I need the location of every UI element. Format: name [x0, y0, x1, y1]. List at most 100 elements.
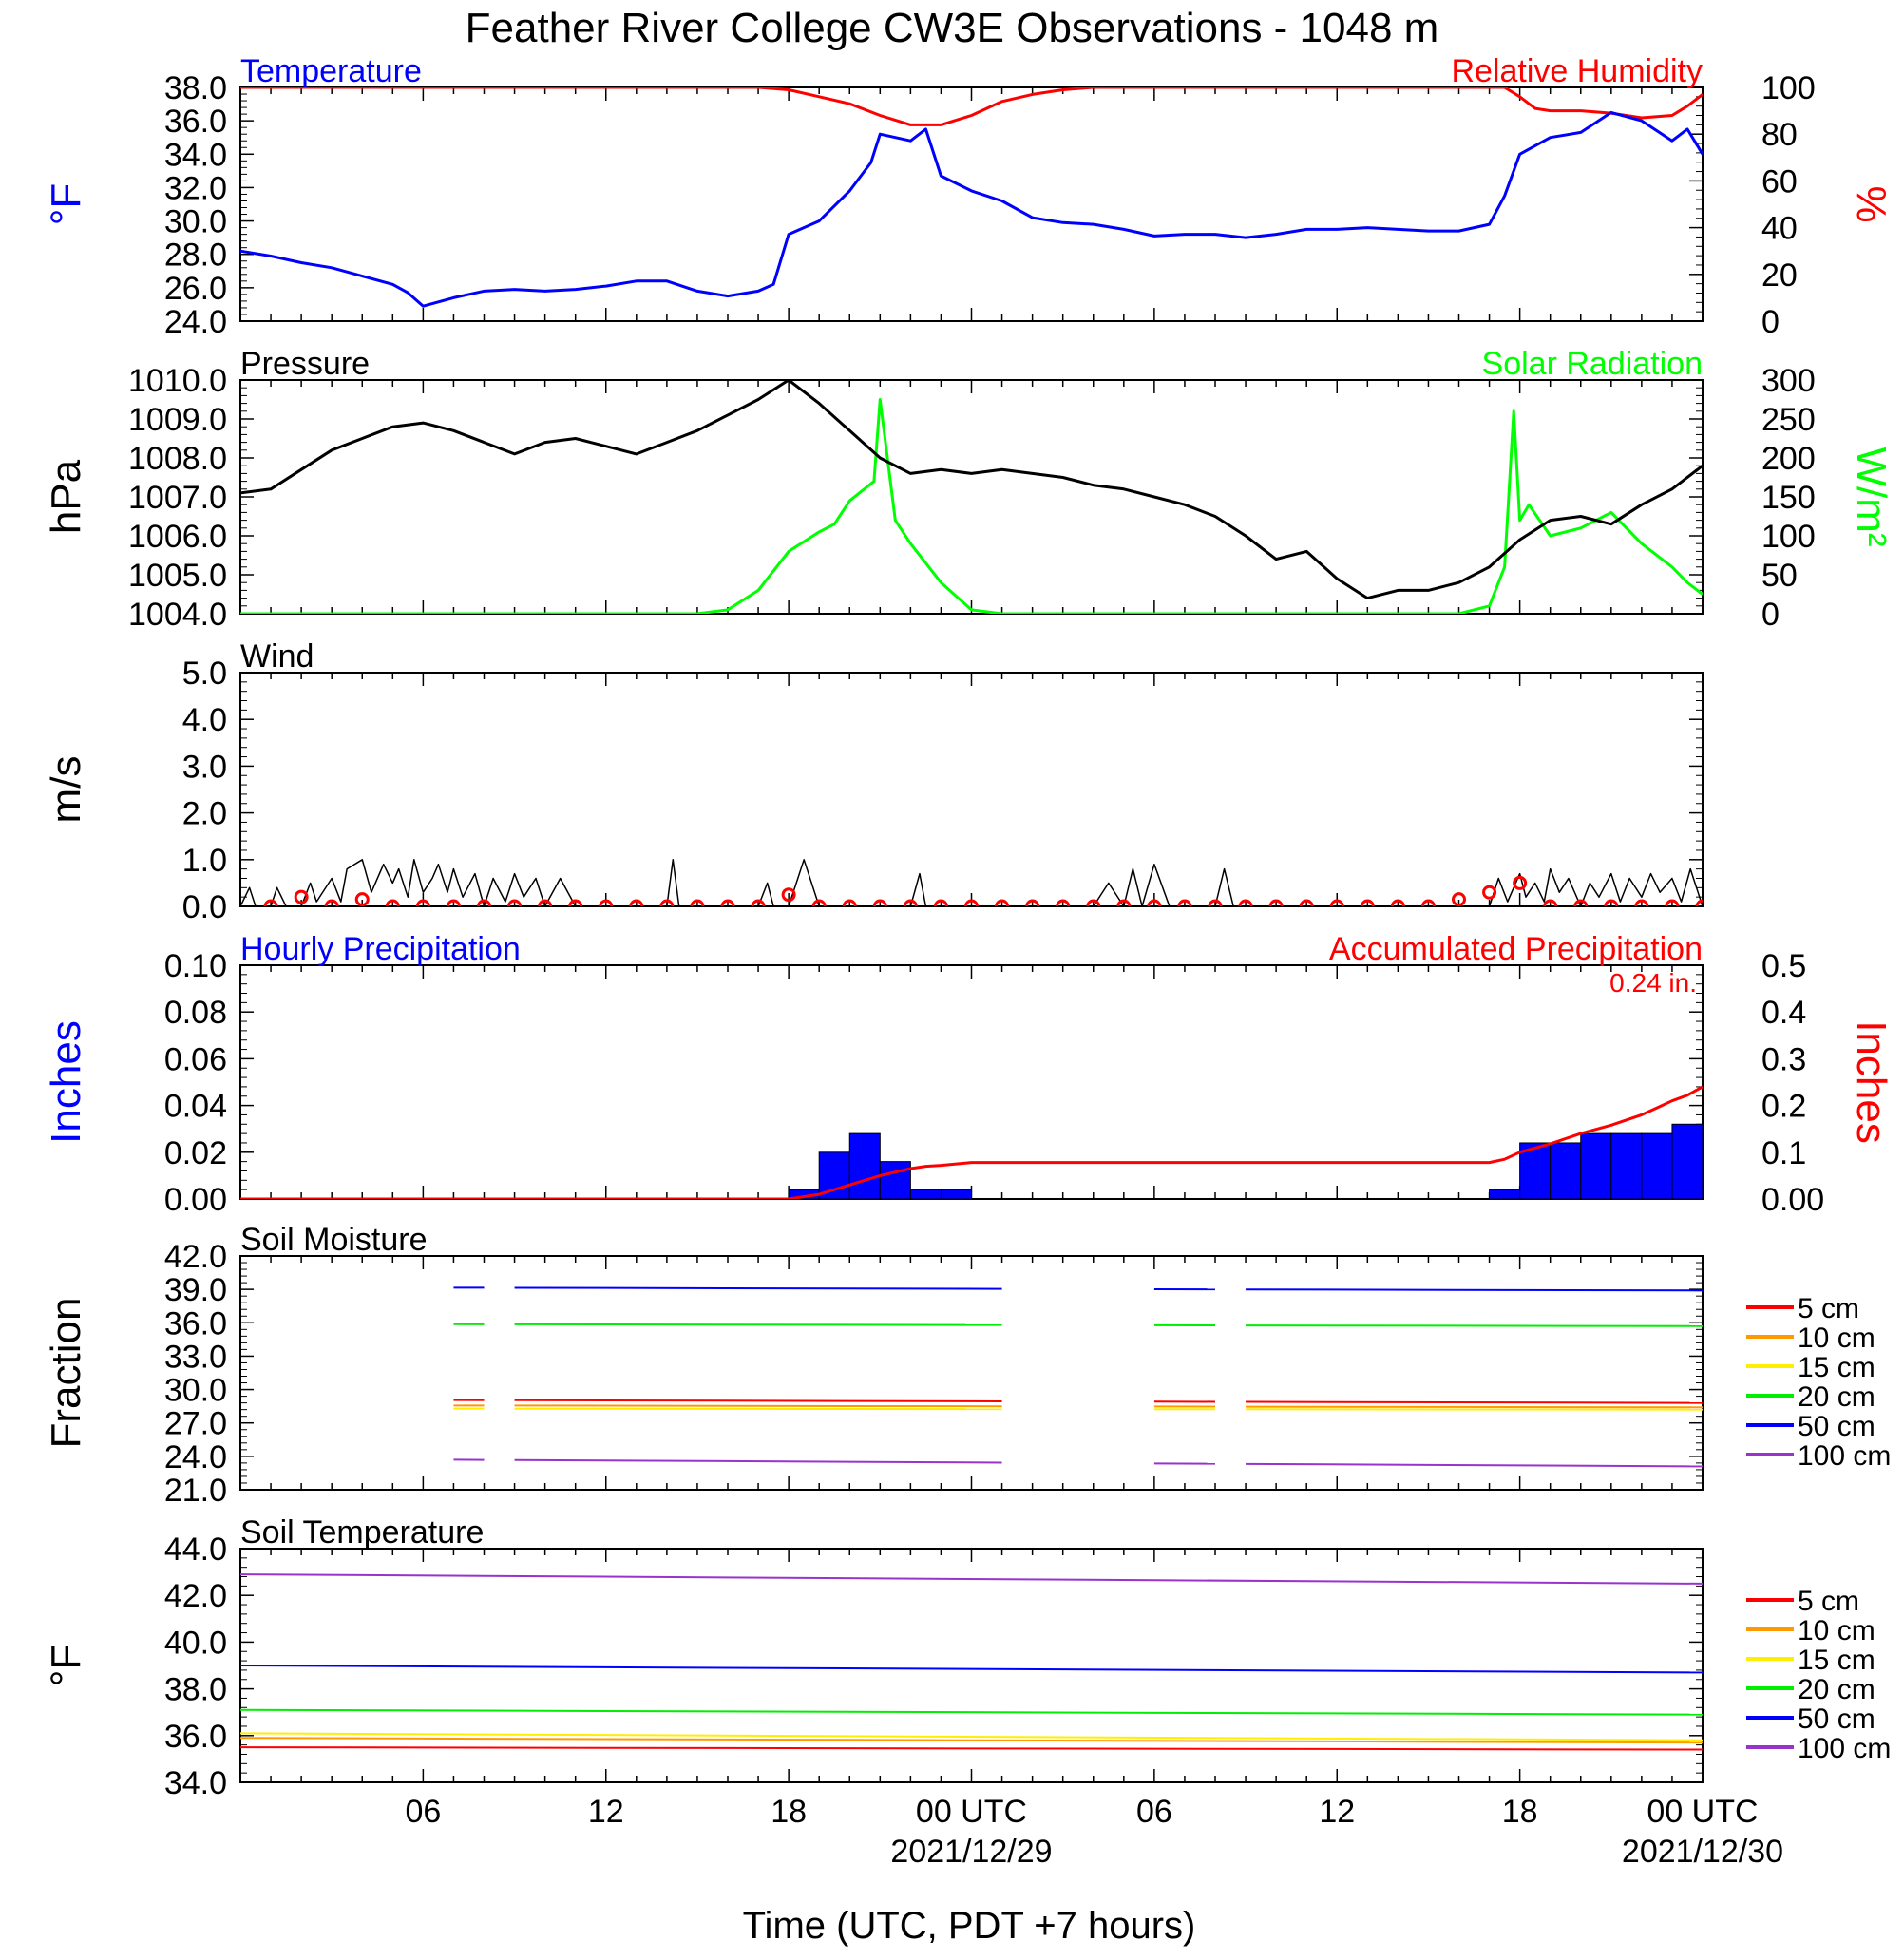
- y-right-axis-label: Inches: [1848, 1020, 1894, 1144]
- series-soil-temperature: [240, 1747, 1703, 1749]
- y-left-axis-label: hPa: [43, 459, 89, 534]
- y-left-axis-label: °F: [43, 1645, 89, 1686]
- precip-bar: [1490, 1189, 1520, 1199]
- y-right-axis-label: %: [1848, 185, 1894, 222]
- y-left-tick-label: 1004.0: [128, 597, 227, 633]
- legend-label: 100 cm: [1798, 1733, 1891, 1764]
- precip-bar: [849, 1133, 880, 1199]
- legend-label: 10 cm: [1798, 1615, 1875, 1646]
- y-left-axis-label: °F: [43, 183, 89, 225]
- y-left-tick-label: 1010.0: [128, 363, 227, 399]
- y-left-tick-label: 0.06: [164, 1041, 227, 1077]
- series-pressure: [240, 380, 1703, 599]
- y-right-tick-label: 200: [1761, 441, 1816, 477]
- y-left-tick-label: 34.0: [164, 1765, 227, 1801]
- y-right-tick-label: 0.4: [1761, 995, 1806, 1031]
- panel-title-left: Soil Moisture: [240, 1222, 428, 1258]
- precip-bar: [941, 1189, 971, 1199]
- panel-precip: 0.000.020.040.060.080.100.000.10.20.30.4…: [43, 931, 1894, 1218]
- y-left-tick-label: 0.08: [164, 995, 227, 1031]
- precip-bar: [1611, 1133, 1642, 1199]
- x-tick-label: 00 UTC: [1647, 1794, 1758, 1830]
- y-right-tick-label: 0: [1761, 304, 1780, 340]
- y-left-tick-label: 1008.0: [128, 441, 227, 477]
- series-soil-moisture-segment: [515, 1405, 1002, 1406]
- y-right-tick-label: 150: [1761, 480, 1816, 516]
- panel-title-left: Soil Temperature: [240, 1514, 484, 1551]
- series-soil-temperature: [240, 1665, 1703, 1672]
- y-left-tick-label: 38.0: [164, 1672, 227, 1708]
- x-tick-label: 12: [1319, 1794, 1355, 1830]
- y-left-tick-label: 26.0: [164, 271, 227, 307]
- legend-label: 100 cm: [1798, 1440, 1891, 1472]
- y-right-tick-label: 0.3: [1761, 1041, 1806, 1077]
- y-left-tick-label: 5.0: [182, 656, 227, 692]
- y-left-tick-label: 24.0: [164, 304, 227, 340]
- y-left-tick-label: 1.0: [182, 843, 227, 879]
- precip-bar: [910, 1189, 941, 1199]
- y-left-axis-label: m/s: [43, 756, 89, 824]
- plot-frame: [240, 87, 1703, 321]
- series-soil-temperature: [240, 1710, 1703, 1715]
- plot-area: [240, 380, 1703, 614]
- series-soil-moisture-segment: [515, 1460, 1002, 1463]
- y-left-tick-label: 40.0: [164, 1625, 227, 1661]
- legend-label: 20 cm: [1798, 1674, 1875, 1705]
- x-tick-label: 00 UTC: [916, 1794, 1027, 1830]
- plot-area: [453, 1287, 1703, 1466]
- y-left-tick-label: 0.04: [164, 1089, 227, 1125]
- legend-label: 50 cm: [1798, 1703, 1875, 1735]
- y-left-axis-label: Inches: [43, 1020, 89, 1144]
- panel-title-right: Solar Radiation: [1482, 346, 1703, 382]
- precip-bar: [1551, 1143, 1581, 1199]
- y-left-tick-label: 36.0: [164, 1305, 227, 1342]
- y-left-tick-label: 0.02: [164, 1135, 227, 1171]
- series-soil-moisture-segment: [515, 1400, 1002, 1401]
- series-soil-moisture-segment: [515, 1287, 1002, 1288]
- y-right-tick-label: 0.2: [1761, 1089, 1806, 1125]
- y-left-tick-label: 28.0: [164, 238, 227, 274]
- y-left-tick-label: 36.0: [164, 104, 227, 140]
- legend-label: 50 cm: [1798, 1411, 1875, 1442]
- y-right-tick-label: 300: [1761, 363, 1816, 399]
- y-left-tick-label: 34.0: [164, 137, 227, 173]
- precip-bar: [1672, 1124, 1703, 1199]
- x-tick-date-label: 2021/12/30: [1622, 1834, 1783, 1870]
- y-left-tick-label: 1007.0: [128, 480, 227, 516]
- y-left-tick-label: 39.0: [164, 1272, 227, 1308]
- series-temperature: [240, 112, 1703, 306]
- y-left-tick-label: 38.0: [164, 70, 227, 106]
- legend-label: 5 cm: [1798, 1293, 1859, 1324]
- series-soil-moisture-segment: [1246, 1325, 1703, 1326]
- y-right-tick-label: 0.1: [1761, 1135, 1806, 1171]
- plot-area: [240, 860, 1708, 912]
- legend-label: 10 cm: [1798, 1323, 1875, 1354]
- y-left-tick-label: 1005.0: [128, 558, 227, 594]
- y-left-tick-label: 21.0: [164, 1473, 227, 1509]
- y-left-tick-label: 30.0: [164, 1373, 227, 1409]
- panel-title-left: Temperature: [240, 53, 422, 89]
- y-left-tick-label: 1006.0: [128, 519, 227, 555]
- x-tick-label: 12: [588, 1794, 624, 1830]
- figure-title: Feather River College CW3E Observations …: [466, 5, 1439, 51]
- panel-title-left: Hourly Precipitation: [240, 931, 521, 967]
- y-left-tick-label: 4.0: [182, 702, 227, 738]
- y-left-tick-label: 27.0: [164, 1406, 227, 1442]
- y-left-tick-label: 42.0: [164, 1578, 227, 1614]
- legend-label: 20 cm: [1798, 1381, 1875, 1413]
- x-tick-label: 06: [405, 1794, 441, 1830]
- panel-title-right: Relative Humidity: [1451, 53, 1703, 89]
- y-left-tick-label: 1009.0: [128, 402, 227, 438]
- precip-bar: [880, 1162, 910, 1199]
- plot-area: [240, 1574, 1703, 1750]
- y-left-tick-label: 36.0: [164, 1719, 227, 1755]
- y-left-tick-label: 2.0: [182, 796, 227, 832]
- y-right-axis-label: W/m²: [1848, 447, 1894, 546]
- series-soil-moisture-segment: [1246, 1464, 1703, 1467]
- y-left-tick-label: 33.0: [164, 1339, 227, 1375]
- precip-bar: [1642, 1133, 1672, 1199]
- precip-total-annotation: 0.24 in.: [1609, 968, 1697, 998]
- panel-temp_rh: 24.026.028.030.032.034.036.038.002040608…: [43, 53, 1894, 340]
